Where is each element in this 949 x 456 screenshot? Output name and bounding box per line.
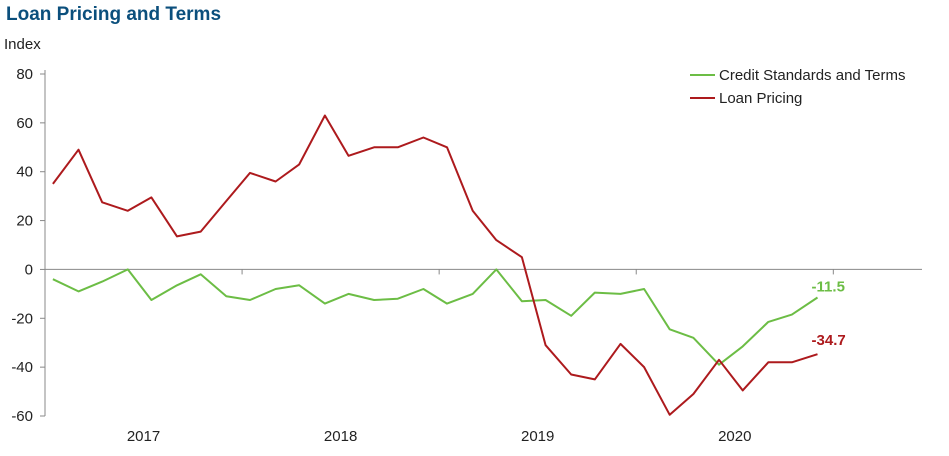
- series-line-1: [52, 268, 819, 366]
- y-tick-label: 40: [16, 164, 33, 181]
- series-end-label: -11.5: [812, 279, 845, 296]
- y-axis-label: Index: [4, 36, 41, 53]
- x-tick-label: 2017: [127, 428, 160, 445]
- y-tick-label: 80: [16, 66, 33, 83]
- y-tick-label: 0: [25, 261, 33, 278]
- y-tick-label: 60: [16, 115, 33, 132]
- y-tick-label: -60: [11, 408, 33, 425]
- series-line-2: [52, 114, 818, 416]
- legend-label: Loan Pricing: [719, 90, 802, 107]
- legend-label: Credit Standards and Terms: [719, 67, 905, 84]
- series-end-label: -34.7: [812, 332, 846, 349]
- x-tick-label: 2020: [718, 428, 751, 445]
- y-tick-label: 20: [16, 213, 33, 230]
- chart-title: Loan Pricing and Terms: [6, 4, 222, 25]
- x-tick-label: 2018: [324, 428, 357, 445]
- y-tick-label: -20: [11, 310, 33, 327]
- y-tick-label: -40: [11, 359, 33, 376]
- x-tick-label: 2019: [521, 428, 554, 445]
